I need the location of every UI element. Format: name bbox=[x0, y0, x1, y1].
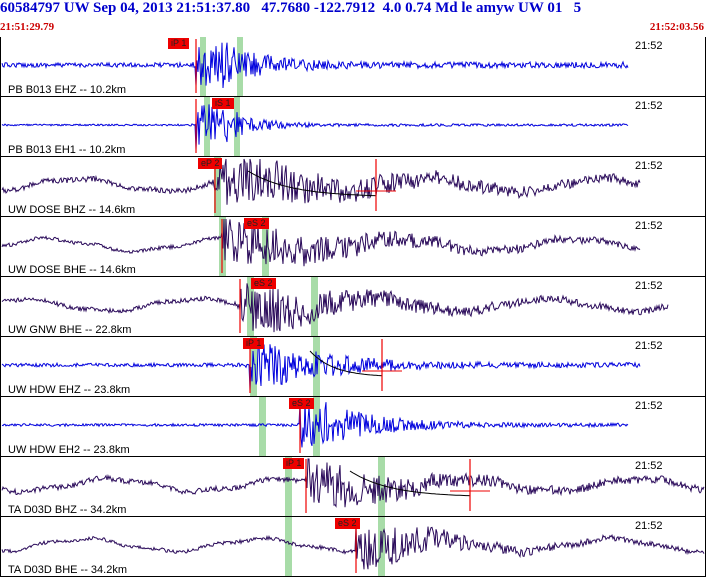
pick-window-highlight bbox=[259, 397, 266, 457]
channel-label: UW HDW EHZ -- 23.8km bbox=[8, 384, 131, 396]
phase-pick-label[interactable]: iP 1 bbox=[283, 458, 305, 469]
pick-window-highlight bbox=[378, 457, 385, 517]
channel-panel[interactable] bbox=[0, 517, 706, 577]
channel-panel[interactable] bbox=[0, 97, 706, 157]
phase-pick-label[interactable]: iS 1 bbox=[212, 98, 234, 109]
coda-duration-curve bbox=[309, 350, 383, 377]
window-end-time: 21:52:03.56 bbox=[649, 21, 704, 33]
waveform-trace bbox=[1, 42, 629, 89]
window-start-time: 21:51:29.79 bbox=[0, 21, 55, 33]
panel-time-label: 21:52 bbox=[635, 340, 663, 352]
coda-duration-curve bbox=[349, 470, 471, 497]
channel-label: UW GNW BHE -- 22.8km bbox=[8, 324, 132, 336]
waveform-trace bbox=[1, 283, 669, 333]
panel-time-label: 21:52 bbox=[635, 160, 663, 172]
coda-duration-curve bbox=[247, 170, 377, 197]
channel-label: TA D03D BHZ -- 34.2km bbox=[8, 504, 127, 516]
pick-window-highlight bbox=[234, 97, 240, 157]
pick-window-highlight bbox=[285, 517, 292, 577]
pick-window-highlight bbox=[250, 337, 257, 397]
channel-panel[interactable] bbox=[0, 337, 706, 397]
channel-label: PB B013 EHZ -- 10.2km bbox=[8, 84, 126, 96]
pick-window-highlight bbox=[247, 277, 254, 337]
phase-pick-label[interactable]: eP 2 bbox=[198, 158, 223, 169]
phase-pick-label[interactable]: iP 1 bbox=[243, 338, 265, 349]
panel-time-label: 21:52 bbox=[635, 280, 663, 292]
waveform-trace bbox=[1, 218, 641, 267]
phase-pick-label[interactable]: iP 1 bbox=[168, 38, 190, 49]
phase-pick-label[interactable]: eS 2 bbox=[244, 218, 269, 229]
panel-time-label: 21:52 bbox=[635, 220, 663, 232]
phase-pick-label[interactable]: eS 2 bbox=[251, 278, 276, 289]
channel-panel[interactable] bbox=[0, 37, 706, 97]
phase-pick-label[interactable]: eS 2 bbox=[289, 398, 314, 409]
waveform-canvas[interactable] bbox=[0, 37, 706, 578]
panel-time-label: 21:52 bbox=[635, 460, 663, 472]
waveform-trace bbox=[1, 525, 705, 570]
pick-window-highlight bbox=[311, 277, 318, 337]
pick-window-highlight bbox=[204, 97, 210, 157]
channel-label: UW HDW EH2 -- 23.8km bbox=[8, 444, 130, 456]
event-header: 60584797 UW Sep 04, 2013 21:51:37.80 47.… bbox=[0, 0, 582, 16]
waveform-trace bbox=[1, 401, 629, 448]
channel-label: PB B013 EH1 -- 10.2km bbox=[8, 144, 126, 156]
panel-time-label: 21:52 bbox=[635, 40, 663, 52]
pick-window-highlight bbox=[285, 457, 292, 517]
panel-time-label: 21:52 bbox=[635, 400, 663, 412]
channel-panel[interactable] bbox=[0, 397, 706, 457]
phase-pick-label[interactable]: eS 2 bbox=[335, 518, 360, 529]
channel-label: UW DOSE BHE -- 14.6km bbox=[8, 264, 136, 276]
channel-label: TA D03D BHE -- 34.2km bbox=[8, 564, 127, 576]
channel-panel[interactable] bbox=[0, 457, 706, 517]
waveform-trace bbox=[1, 158, 641, 205]
waveform-trace bbox=[1, 458, 705, 508]
trace-panels[interactable]: 21:52 PB B013 EHZ -- 10.2km iP 1 21:52 PB B0… bbox=[0, 37, 706, 578]
pick-window-highlight bbox=[313, 397, 320, 457]
panel-time-label: 21:52 bbox=[635, 520, 663, 532]
channel-label: UW DOSE BHZ -- 14.6km bbox=[8, 204, 136, 216]
panel-time-label: 21:52 bbox=[635, 100, 663, 112]
waveform-trace bbox=[1, 343, 641, 391]
waveform-trace bbox=[1, 104, 629, 150]
